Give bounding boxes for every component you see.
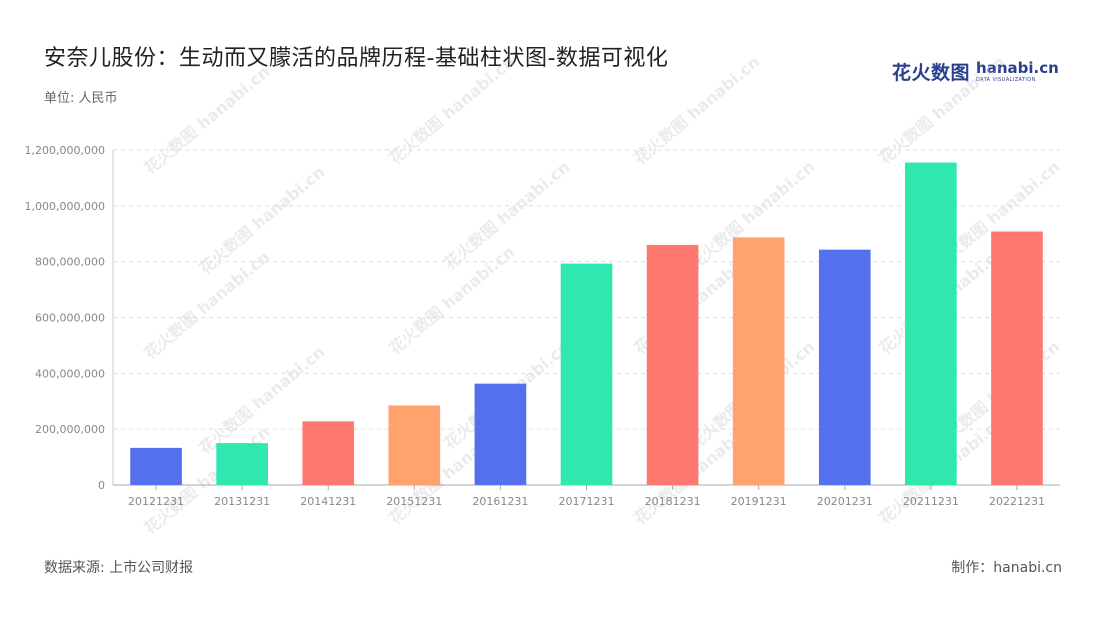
- y-tick-label: 1,200,000,000: [25, 144, 105, 157]
- x-tick-label: 20171231: [559, 495, 615, 508]
- x-tick-label: 20141231: [300, 495, 356, 508]
- brand-logo: 花火数图 hanabi.cn DATA VISUALIZATION: [892, 58, 1059, 85]
- y-tick-label: 800,000,000: [35, 256, 105, 269]
- y-tick-label: 400,000,000: [35, 367, 105, 380]
- y-tick-label: 200,000,000: [35, 423, 105, 436]
- watermark-text: 花火数图 hanabi.cn: [385, 52, 518, 168]
- bar: [302, 421, 355, 485]
- bar: [216, 443, 268, 485]
- watermark-text: 花火数图 hanabi.cn: [140, 62, 273, 178]
- bar: [732, 237, 785, 485]
- x-tick-label: 20181231: [645, 495, 701, 508]
- unit-label: 单位: 人民币: [44, 91, 118, 106]
- bar: [991, 231, 1043, 485]
- x-tick-label: 20121231: [128, 495, 184, 508]
- bar: [474, 383, 527, 485]
- watermark-text: 花火数图 hanabi.cn: [630, 52, 763, 168]
- x-tick-label: 20191231: [731, 495, 787, 508]
- bar: [388, 405, 441, 485]
- bar: [905, 162, 957, 485]
- x-tick-label: 20151231: [386, 495, 442, 508]
- watermark-text: 花火数图 hanabi.cn: [875, 52, 1008, 168]
- y-tick-label: 600,000,000: [35, 312, 105, 325]
- y-tick-label: 1,000,000,000: [25, 200, 105, 213]
- x-tick-label: 20221231: [989, 495, 1045, 508]
- bar: [818, 249, 871, 485]
- bar: [130, 447, 182, 485]
- logo-en-text: hanabi.cn: [976, 58, 1059, 77]
- bar: [560, 263, 613, 485]
- bar: [646, 244, 699, 485]
- x-tick-label: 20211231: [903, 495, 959, 508]
- logo-en-block: hanabi.cn DATA VISUALIZATION: [976, 58, 1059, 83]
- chart-title: 安奈儿股份：生动而又朦活的品牌历程-基础柱状图-数据可视化: [44, 46, 669, 71]
- y-tick-label: 0: [98, 479, 105, 492]
- logo-sub-text: DATA VISUALIZATION: [976, 76, 1036, 83]
- x-tick-label: 20131231: [214, 495, 270, 508]
- logo-cn-text: 花火数图: [892, 62, 971, 84]
- credit: 制作：hanabi.cn: [951, 560, 1062, 576]
- x-tick-label: 20161231: [472, 495, 528, 508]
- x-tick-label: 20201231: [817, 495, 873, 508]
- data-source: 数据来源: 上市公司财报: [44, 560, 194, 576]
